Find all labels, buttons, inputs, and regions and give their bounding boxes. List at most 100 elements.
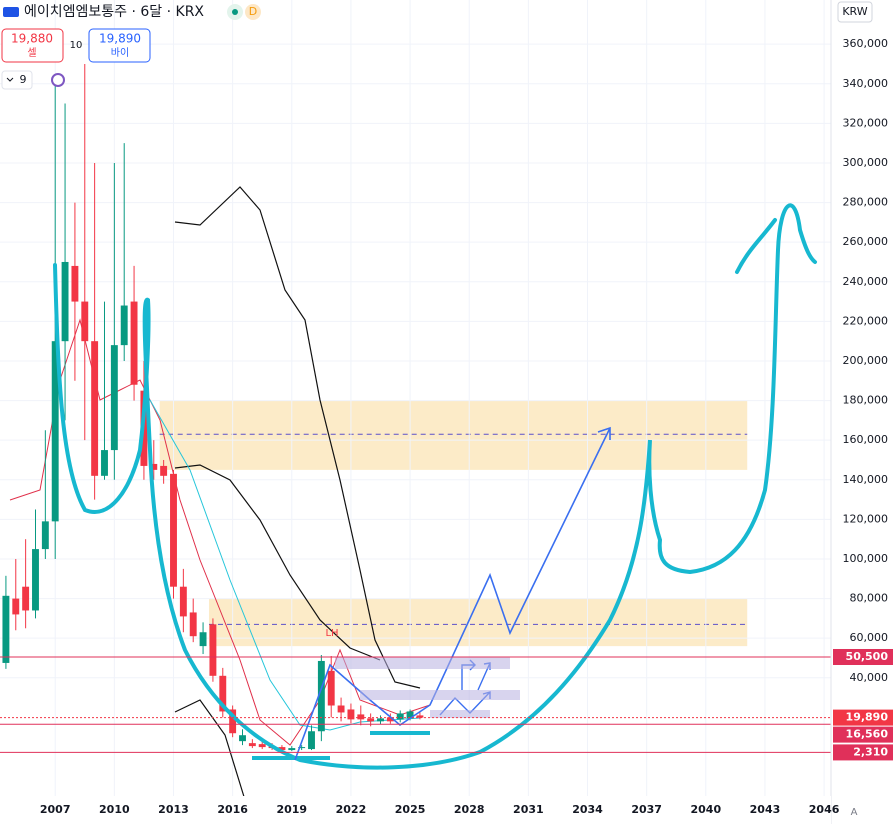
candle-body [386, 717, 394, 722]
candle-body [406, 711, 414, 719]
candle-body [189, 612, 197, 637]
zone [208, 598, 748, 647]
y-tick-label: 320,000 [843, 116, 889, 129]
x-tick-label: 2022 [336, 803, 367, 816]
candle-body [199, 632, 207, 647]
symbol-icon [3, 7, 19, 17]
y-tick-label: 260,000 [843, 235, 889, 248]
candle-body [396, 713, 404, 720]
y-tick-label: 300,000 [843, 156, 889, 169]
candle-body [91, 341, 99, 476]
x-tick-label: 2010 [99, 803, 130, 816]
candle-body [51, 341, 59, 522]
x-tick-label: 2043 [750, 803, 781, 816]
candle-body [229, 709, 237, 734]
candle-body [12, 598, 20, 615]
x-tick-label: 2046 [809, 803, 840, 816]
price-label-box [833, 726, 893, 743]
drawing-curve [735, 218, 777, 274]
candle-body [317, 660, 325, 732]
candle-body [288, 748, 296, 751]
x-tick-label: 2007 [40, 803, 71, 816]
candle-body [298, 747, 306, 749]
y-tick-label: 60,000 [850, 631, 889, 644]
x-tick-label: 2034 [572, 803, 603, 816]
interval-badge-bg [245, 4, 261, 20]
axis-panel [831, 0, 895, 824]
price-label: 50,500 [846, 650, 889, 663]
x-tick-label: 2040 [690, 803, 721, 816]
indicator-line [9, 318, 431, 746]
x-tick-label: 2025 [395, 803, 426, 816]
y-tick-label: 180,000 [843, 394, 889, 407]
candle-body [357, 714, 365, 720]
zone [159, 400, 748, 470]
y-tick-label: 40,000 [850, 671, 889, 684]
candle-body [258, 744, 266, 748]
candle-body [367, 718, 375, 722]
price-label: 16,560 [846, 728, 889, 741]
price-label: 2,310 [853, 745, 888, 758]
y-tick-label: 360,000 [843, 37, 889, 50]
y-tick-label: 160,000 [843, 433, 889, 446]
candle-body [308, 731, 315, 750]
candle-body [110, 345, 118, 451]
price-label-box [833, 744, 893, 761]
buy-price[interactable]: 19,890 [99, 32, 141, 46]
indicator-toggle[interactable] [1, 70, 33, 90]
y-tick-label: 200,000 [843, 354, 889, 367]
indicator-line [174, 186, 421, 689]
axis-panel [0, 796, 831, 824]
buy-button[interactable] [88, 28, 151, 63]
y-tick-label: 80,000 [850, 592, 889, 605]
candle-body [219, 675, 227, 712]
sell-button[interactable] [1, 28, 64, 63]
grid [0, 0, 831, 796]
candle-body [160, 465, 168, 476]
y-tick-label: 220,000 [843, 314, 889, 327]
interval-badge: D [249, 5, 257, 18]
drawing-box [430, 710, 490, 718]
x-tick-label: 2016 [217, 803, 248, 816]
candle-body [337, 705, 345, 713]
candle-body [22, 586, 30, 611]
drawing-arrow [294, 426, 611, 761]
price-label-box [833, 709, 893, 726]
axes: 40,000 60,000 80,000 100,000 120,000 140,000 1… [40, 37, 893, 816]
zones [159, 400, 748, 647]
price-label-box [833, 648, 893, 665]
indicator-count[interactable]: 9 [20, 73, 27, 86]
price-lines [0, 656, 831, 753]
candle-body [416, 715, 424, 718]
candle-body [81, 301, 89, 342]
candle-body [120, 305, 128, 346]
x-tick-label: 2028 [454, 803, 485, 816]
candle-body [170, 473, 177, 587]
x-tick-label: 2037 [631, 803, 662, 816]
y-tick-label: 100,000 [843, 552, 889, 565]
spread: 10 [70, 40, 83, 51]
drawing-box [335, 657, 510, 669]
drawing-box [360, 690, 520, 700]
x-tick-label: 2019 [276, 803, 307, 816]
y-tick-label: 340,000 [843, 77, 889, 90]
price-label: 19,890 [846, 711, 889, 724]
drawing-handle[interactable] [51, 73, 65, 87]
sell-label[interactable]: 셀 [27, 47, 36, 59]
symbol-title: 에이치엠엠보통주 · 6달 · KRX [24, 4, 204, 20]
x-tick-label: 2031 [513, 803, 544, 816]
candle-body [2, 595, 10, 663]
candles [2, 63, 424, 753]
y-tick-label: 280,000 [843, 196, 889, 209]
buy-label[interactable]: 바이 [111, 47, 129, 59]
candle-body [248, 743, 256, 747]
sell-price[interactable]: 19,880 [11, 32, 53, 46]
scale-mode[interactable]: A [851, 807, 858, 818]
candle-body [179, 586, 187, 617]
candle-body [150, 463, 158, 470]
indicator-line [174, 464, 381, 661]
chevron [6, 77, 14, 82]
x-tick-label: 2013 [158, 803, 189, 816]
indicator-line [149, 399, 421, 731]
